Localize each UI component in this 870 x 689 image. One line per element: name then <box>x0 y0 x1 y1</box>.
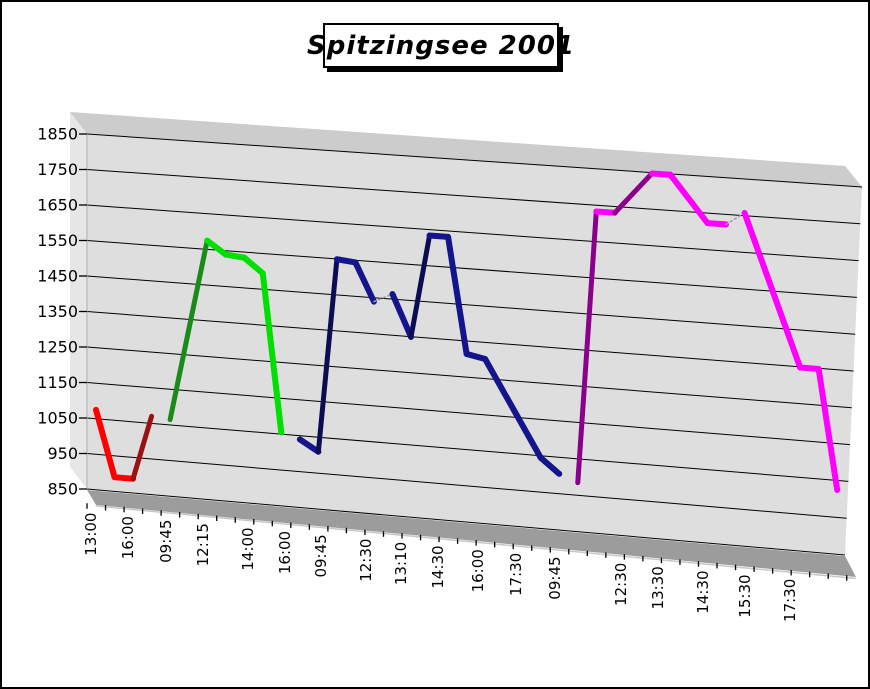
y-axis-label: 1250 <box>37 338 78 357</box>
series-3-navy-segment <box>426 232 452 240</box>
series-1-red-segment <box>111 474 137 482</box>
x-axis-label: 13:30 <box>649 566 667 609</box>
series-3-navy-segment <box>463 350 489 363</box>
gridline <box>86 169 861 225</box>
x-axis-label: 16:00 <box>276 531 294 574</box>
y-axis-label: 1350 <box>37 302 78 321</box>
plot-back-wall <box>87 134 862 555</box>
y-axis-label: 1650 <box>37 196 78 215</box>
plot-floor <box>87 490 856 577</box>
x-axis-label: 13:10 <box>392 542 410 585</box>
y-axis-label: 1050 <box>37 409 78 428</box>
series-3-navy-segment <box>315 256 340 455</box>
x-axis-label: 09:45 <box>312 534 330 577</box>
y-axis-label: 850 <box>47 480 78 499</box>
series-3-navy-segment <box>445 233 470 357</box>
y-axis-label: 1550 <box>37 231 78 250</box>
x-axis-label: 17:30 <box>507 553 525 596</box>
y-axis-label: 1750 <box>37 160 78 179</box>
x-axis-label: 12:30 <box>612 563 630 606</box>
x-axis-label: 09:45 <box>546 556 564 599</box>
series-4-magenta-segment <box>815 365 841 493</box>
series-4-magenta-segment <box>797 364 822 372</box>
series-3-navy-segment <box>296 436 322 455</box>
series-3-navy-segment <box>352 259 377 305</box>
series-2-green-segment <box>167 327 192 423</box>
series-4-magenta-segment <box>612 170 655 216</box>
x-axis-label: 12:30 <box>357 539 375 582</box>
series-4-magenta-segment <box>648 170 674 178</box>
series-1-red-segment <box>130 413 155 482</box>
gridline <box>86 133 863 188</box>
series-4-magenta-segment <box>704 220 730 228</box>
x-axis-label: 12:15 <box>194 523 212 566</box>
series-4-magenta-segment <box>667 171 711 227</box>
x-axis-label: 14:00 <box>239 527 257 570</box>
series-3-navy-segment <box>333 256 359 266</box>
series-4-magenta-segment <box>575 208 599 486</box>
series-3-navy-segment <box>373 293 394 303</box>
series-1-red-segment <box>93 406 118 481</box>
x-axis-label: 15:30 <box>736 574 754 617</box>
series-4-magenta-segment <box>741 209 804 371</box>
series-2-green-segment <box>186 238 210 333</box>
gridline <box>86 382 851 446</box>
y-axis-label: 1450 <box>37 267 78 286</box>
series-2-green-segment <box>204 237 229 258</box>
series-3-navy-segment <box>537 454 563 477</box>
x-axis-label: 13:00 <box>82 513 100 556</box>
series-2-green-segment <box>259 270 285 436</box>
x-axis-label: 09:45 <box>157 520 175 563</box>
gridline <box>86 275 856 335</box>
x-axis-label: 16:00 <box>119 516 137 559</box>
gridline <box>86 488 846 556</box>
series-2-green-segment <box>222 251 248 261</box>
x-axis-label: 14:30 <box>429 545 447 588</box>
chart-title: Spitzingsee 2001 <box>307 30 576 61</box>
gridline <box>86 204 859 262</box>
series-3-navy-segment <box>389 291 415 340</box>
wall-top-strip <box>70 112 862 187</box>
x-axis-label: 17:30 <box>781 579 799 622</box>
y-axis-label: 1850 <box>37 125 78 144</box>
series-4-magenta-segment <box>593 208 618 216</box>
gridline <box>86 453 847 519</box>
series-4-magenta-segment <box>725 212 746 226</box>
wall-side-strip <box>70 112 87 489</box>
chart-title-box: Spitzingsee 2001 <box>307 23 574 68</box>
series-3-navy-segment <box>408 233 433 340</box>
gridline <box>86 346 852 409</box>
x-axis-label: 14:30 <box>694 570 712 613</box>
y-axis-label: 950 <box>47 444 78 463</box>
series-3-navy-segment <box>482 356 544 461</box>
gridline <box>86 311 854 372</box>
gridline <box>86 417 849 482</box>
x-axis-label: 16:00 <box>469 549 487 592</box>
series-2-green-segment <box>241 254 266 277</box>
y-axis-label: 1150 <box>37 373 78 392</box>
